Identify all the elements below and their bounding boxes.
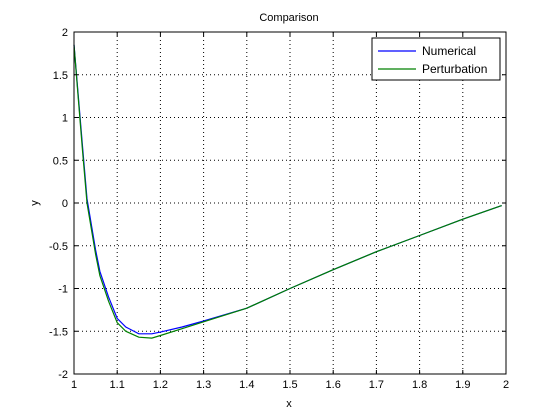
y-tick-label: -0.5: [49, 241, 68, 253]
legend-label-numerical: Numerical: [422, 44, 476, 58]
series-line-perturbation: [73, 44, 502, 339]
legend-box: [371, 37, 501, 81]
y-tick-label: 1.5: [53, 70, 68, 82]
y-tick-label: 1: [62, 113, 68, 125]
x-tick-label: 1.6: [326, 379, 341, 391]
tick-layer: 1 1.1 1.2 1.3 1.4 1.5 1.6 1.7 1.8 1.9 2 -2 -1.5 -1 -0.…: [49, 27, 509, 391]
x-tick-label: 2: [503, 379, 509, 391]
y-tick-label: -1: [58, 284, 68, 296]
x-tick-label: 1.3: [196, 379, 211, 391]
y-tick-label: -1.5: [49, 326, 68, 338]
y-tick-label: -2: [58, 369, 68, 381]
x-tick-label: 1.2: [153, 379, 168, 391]
chart-title: Comparison: [259, 12, 318, 24]
y-axis-title: y: [29, 200, 41, 206]
x-tick-label: 1.1: [110, 379, 125, 391]
y-tick-label: 0: [62, 198, 68, 210]
x-tick-label: 1.7: [369, 379, 384, 391]
x-tick-label: 1.8: [412, 379, 427, 391]
y-tick-label: 0.5: [53, 155, 68, 167]
x-tick-label: 1.9: [455, 379, 470, 391]
x-tick-label: 1.5: [282, 379, 297, 391]
legend: Numerical Perturbation: [371, 37, 501, 81]
grid-layer: [74, 32, 506, 374]
x-tick-label: 1.4: [239, 379, 254, 391]
series-layer: [73, 44, 502, 339]
x-axis-title: x: [286, 398, 292, 410]
x-tick-label: 1: [71, 379, 77, 391]
legend-label-perturbation: Perturbation: [422, 62, 487, 76]
y-tick-label: 2: [62, 27, 68, 39]
